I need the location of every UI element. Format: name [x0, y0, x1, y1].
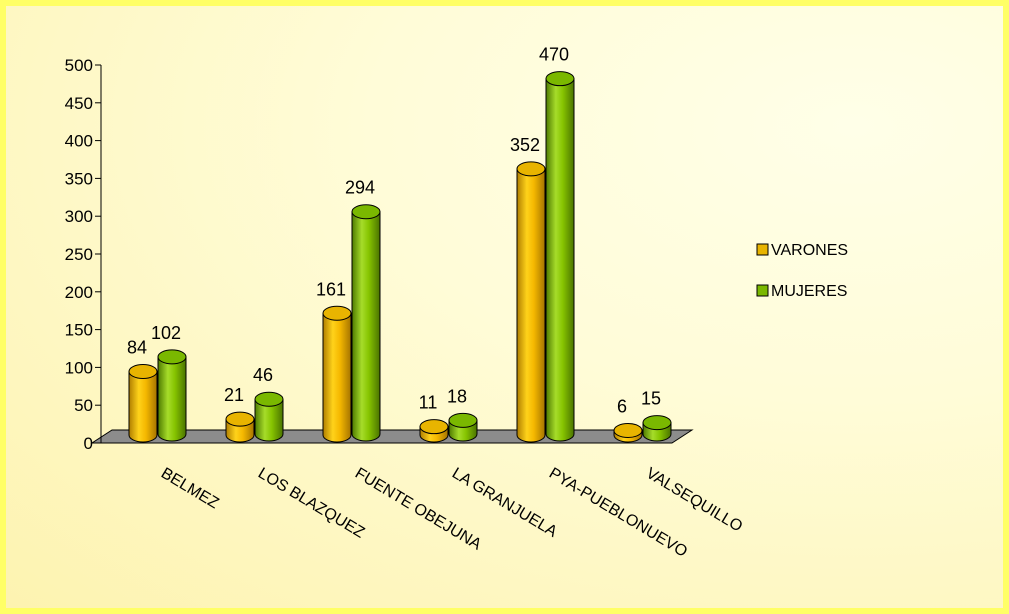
- bar-top-varones-3: [419, 419, 449, 435]
- data-label: 6: [617, 396, 627, 416]
- bar-top-mujeres-2: [351, 204, 381, 220]
- x-tick-label: LOS BLAZQUEZ: [255, 465, 368, 542]
- bar-top-varones-0: [128, 363, 158, 379]
- bar-top-varones-5: [613, 422, 643, 438]
- data-label: 294: [345, 178, 375, 198]
- bar-top-mujeres-3: [448, 412, 478, 428]
- x-tick-label: BELMEZ: [158, 465, 222, 513]
- bar-top-mujeres-4: [545, 71, 575, 87]
- data-label: 11: [419, 393, 438, 413]
- y-tick-label: 100: [65, 358, 93, 377]
- bar-mujeres-4: [545, 78, 575, 442]
- y-tick-label: 500: [65, 56, 93, 75]
- bar-varones-2: [322, 312, 352, 443]
- bar-varones-4: [516, 168, 546, 443]
- bar-top-mujeres-0: [157, 349, 187, 365]
- y-tick-label: 450: [65, 94, 93, 113]
- legend-swatch: [756, 243, 769, 256]
- y-tick-label: 0: [84, 434, 93, 453]
- data-label: 15: [641, 389, 661, 409]
- bar-top-mujeres-5: [642, 415, 672, 431]
- y-tick-label: 350: [65, 169, 93, 188]
- bar-mujeres-0: [157, 356, 187, 442]
- data-label: 84: [127, 337, 147, 357]
- y-tick-label: 150: [65, 321, 93, 340]
- bar-top-varones-4: [516, 161, 546, 177]
- data-label: 161: [316, 279, 346, 299]
- legend-entry: MUJERES: [771, 283, 847, 300]
- bar-varones-0: [128, 370, 158, 443]
- data-label: 102: [151, 323, 181, 343]
- data-label: 470: [539, 45, 569, 65]
- data-label: 352: [510, 135, 540, 155]
- y-tick-label: 50: [74, 396, 93, 415]
- y-tick-label: 300: [65, 207, 93, 226]
- bar-top-mujeres-1: [254, 391, 284, 407]
- legend-swatch: [756, 284, 769, 297]
- data-label: 21: [224, 385, 244, 405]
- bar-top-varones-2: [322, 305, 352, 321]
- data-label: 18: [447, 386, 467, 406]
- y-tick-label: 400: [65, 132, 93, 151]
- y-tick-label: 250: [65, 245, 93, 264]
- legend-entry: VARONES: [771, 242, 848, 259]
- x-tick-label: VALSEQUILLO: [643, 465, 745, 536]
- bar-mujeres-1: [254, 398, 284, 442]
- bar-top-varones-1: [225, 411, 255, 427]
- data-label: 46: [253, 365, 273, 385]
- bar-mujeres-2: [351, 211, 381, 442]
- y-tick-label: 200: [65, 283, 93, 302]
